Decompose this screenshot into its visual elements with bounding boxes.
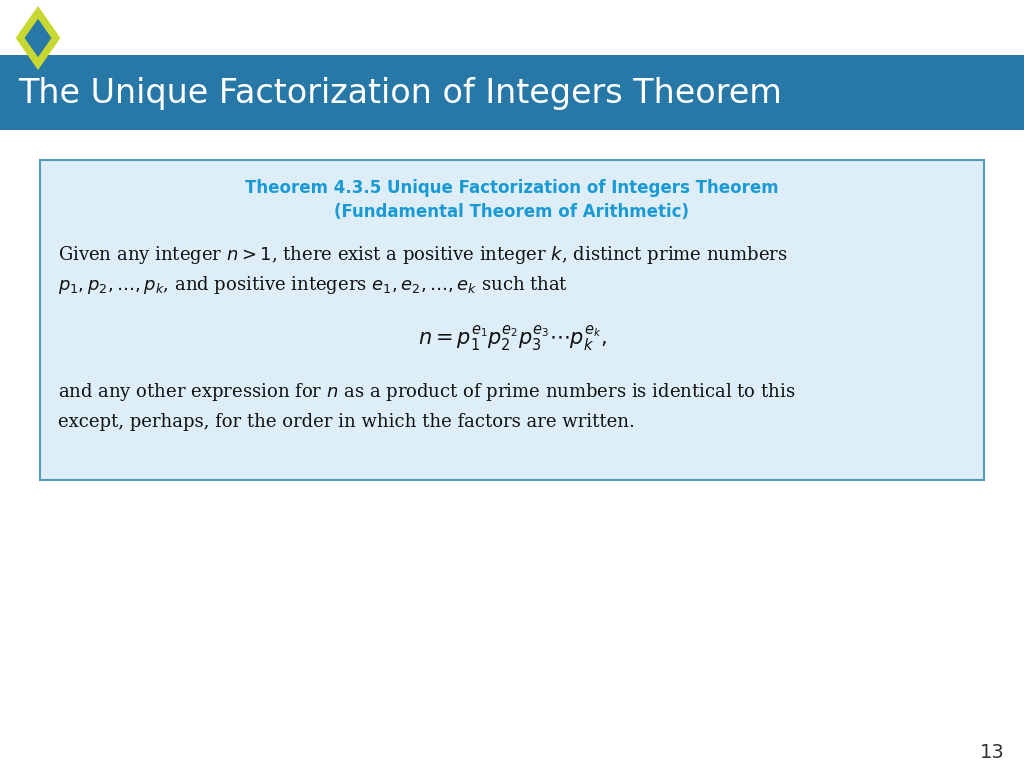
- Polygon shape: [25, 18, 51, 57]
- Text: (Fundamental Theorem of Arithmetic): (Fundamental Theorem of Arithmetic): [335, 203, 689, 221]
- Text: The Unique Factorization of Integers Theorem: The Unique Factorization of Integers The…: [18, 78, 782, 111]
- Text: Given any integer $n > 1$, there exist a positive integer $k$, distinct prime nu: Given any integer $n > 1$, there exist a…: [58, 244, 787, 266]
- Polygon shape: [15, 6, 60, 70]
- Text: except, perhaps, for the order in which the factors are written.: except, perhaps, for the order in which …: [58, 413, 635, 431]
- Text: Theorem 4.3.5 Unique Factorization of Integers Theorem: Theorem 4.3.5 Unique Factorization of In…: [245, 179, 779, 197]
- Text: $p_1, p_2, \ldots, p_k$, and positive integers $e_1, e_2, \ldots, e_k$ such that: $p_1, p_2, \ldots, p_k$, and positive in…: [58, 274, 568, 296]
- Text: 13: 13: [980, 743, 1005, 762]
- Bar: [40, 160, 984, 480]
- Text: and any other expression for $n$ as a product of prime numbers is identical to t: and any other expression for $n$ as a pr…: [58, 381, 796, 403]
- Bar: [0, 55, 1024, 130]
- Text: $n = p_1^{e_1} p_2^{e_2} p_3^{e_3} \cdots p_k^{e_k},$: $n = p_1^{e_1} p_2^{e_2} p_3^{e_3} \cdot…: [418, 323, 606, 353]
